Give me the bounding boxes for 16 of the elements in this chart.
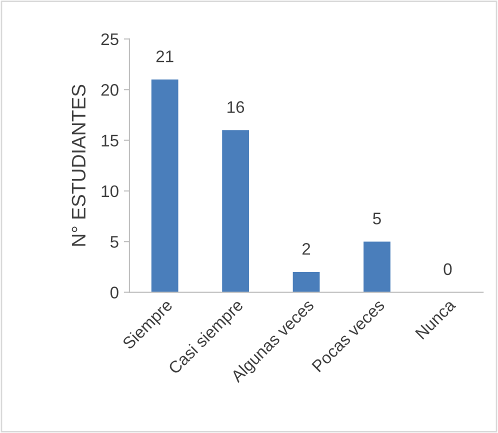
bar [364,242,390,292]
y-tick-label: 15 [102,134,118,146]
data-label: 21 [156,50,174,62]
y-tick-label: 25 [101,33,118,46]
data-label: 0 [444,263,452,276]
data-label: 5 [373,212,381,224]
y-axis-title: N° ESTUDIANTES [72,84,86,246]
y-tick-label: 20 [101,84,118,96]
y-tick-label: 0 [110,286,118,298]
y-tick-label: 10 [102,185,118,198]
y-tick-label: 5 [110,236,118,248]
data-label: 2 [302,243,310,255]
bar [222,130,249,292]
bar [151,80,178,292]
data-label: 16 [228,101,244,113]
bar [292,272,320,292]
